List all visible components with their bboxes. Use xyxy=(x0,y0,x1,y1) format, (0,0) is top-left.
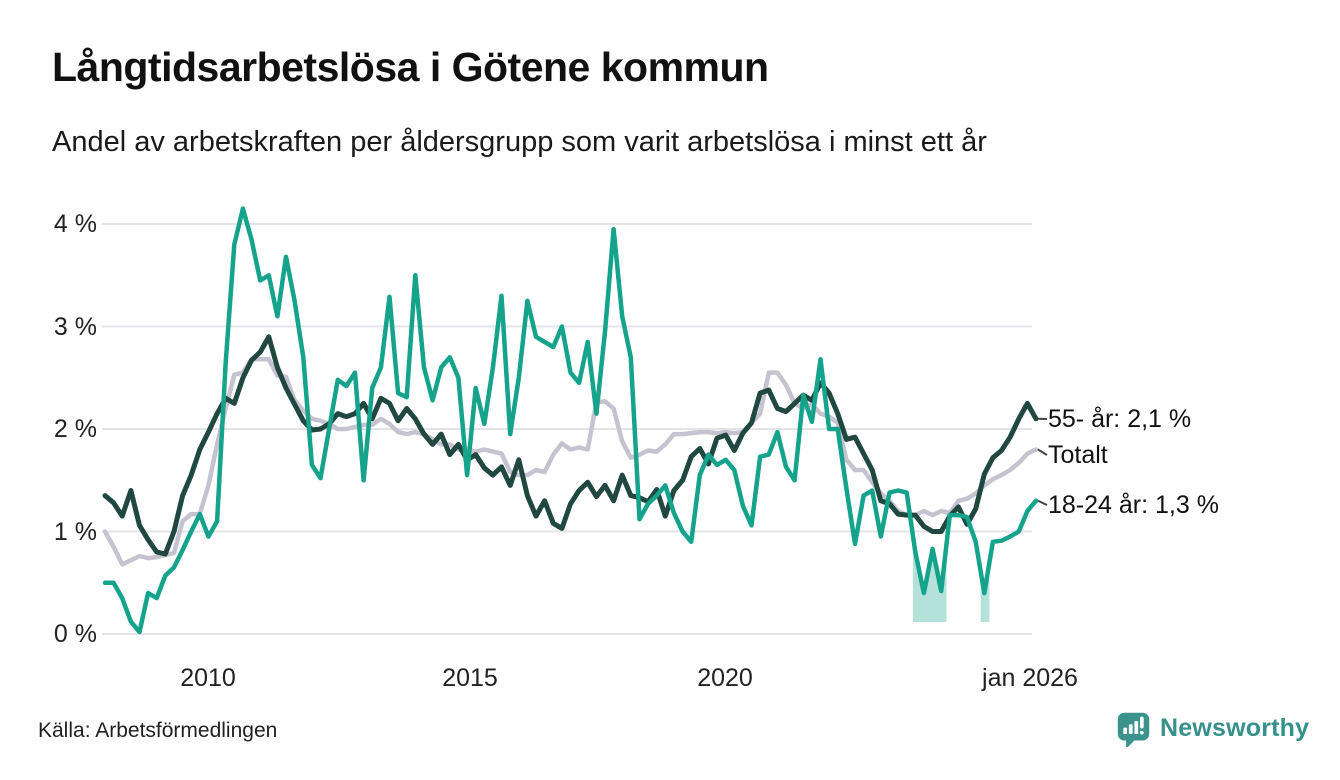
end-label-connector xyxy=(1037,499,1048,506)
page-subtitle: Andel av arbetskraften per åldersgrupp s… xyxy=(52,126,987,158)
series-end-label-totalt: Totalt xyxy=(1048,441,1108,469)
x-axis-tick-2010: 2010 xyxy=(180,664,236,692)
series-line-totalt xyxy=(102,357,1039,567)
source-note: Källa: Arbetsförmedlingen xyxy=(38,719,278,742)
series-end-label-18-24: 18-24 år: 1,3 % xyxy=(1048,491,1219,519)
x-axis-tick-2020: 2020 xyxy=(697,664,753,692)
x-axis-tick-2015: 2015 xyxy=(442,664,498,692)
end-label-connector xyxy=(1037,448,1048,456)
uncertainty-band xyxy=(980,562,990,622)
newsworthy-logo-icon xyxy=(1117,712,1150,747)
series-end-label-55: 55- år: 2,1 % xyxy=(1048,405,1192,433)
y-axis-tick-1: 1 % xyxy=(53,518,97,546)
y-axis-tick-4: 4 % xyxy=(53,210,97,238)
y-axis-tick-2: 2 % xyxy=(53,415,97,443)
uncertainty-band xyxy=(912,535,947,622)
newsworthy-logo-text: Newsworthy xyxy=(1160,714,1310,742)
series-line-55-r xyxy=(102,334,1039,557)
y-axis-tick-0: 0 % xyxy=(53,620,97,648)
page-title: Långtidsarbetslösa i Götene kommun xyxy=(52,44,769,90)
newsworthy-logo: Newsworthy xyxy=(1115,710,1309,747)
y-axis-tick-3: 3 % xyxy=(53,313,97,341)
series-line-18-24-r xyxy=(102,206,1039,635)
x-axis-tick-jan2026: jan 2026 xyxy=(982,664,1078,692)
